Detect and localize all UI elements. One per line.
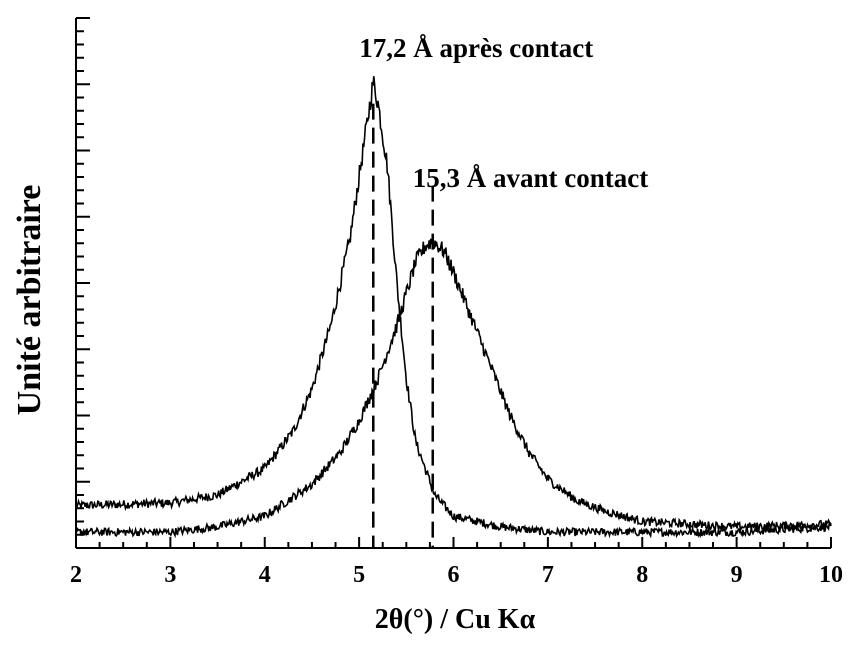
annotations: 17,2 Å après contact 15,3 Å avant contact (359, 33, 648, 548)
x-tick-label: 4 (259, 562, 271, 588)
x-tick-label: 9 (731, 562, 743, 588)
y-axis-label: Unité arbitraire (11, 185, 48, 416)
x-tick-label: 5 (353, 562, 365, 588)
x-tick-label: 2 (70, 562, 82, 588)
x-tick-label: 7 (542, 562, 554, 588)
series-line-1 (75, 76, 832, 539)
x-axis-label: 2θ(°) / Cu Kα (375, 604, 536, 635)
x-tick-label: 3 (164, 562, 176, 588)
series-line-2 (75, 238, 832, 539)
peak-annotation-label: 17,2 Å après contact (359, 33, 593, 63)
axes: 2 3 4 5 6 7 8 9 10 (70, 17, 843, 588)
x-tick-label: 6 (448, 562, 460, 588)
peak-annotation-label: 15,3 Å avant contact (413, 163, 648, 193)
x-tick-label: 10 (819, 562, 843, 588)
x-tick-label: 8 (636, 562, 648, 588)
series-group (75, 76, 832, 539)
